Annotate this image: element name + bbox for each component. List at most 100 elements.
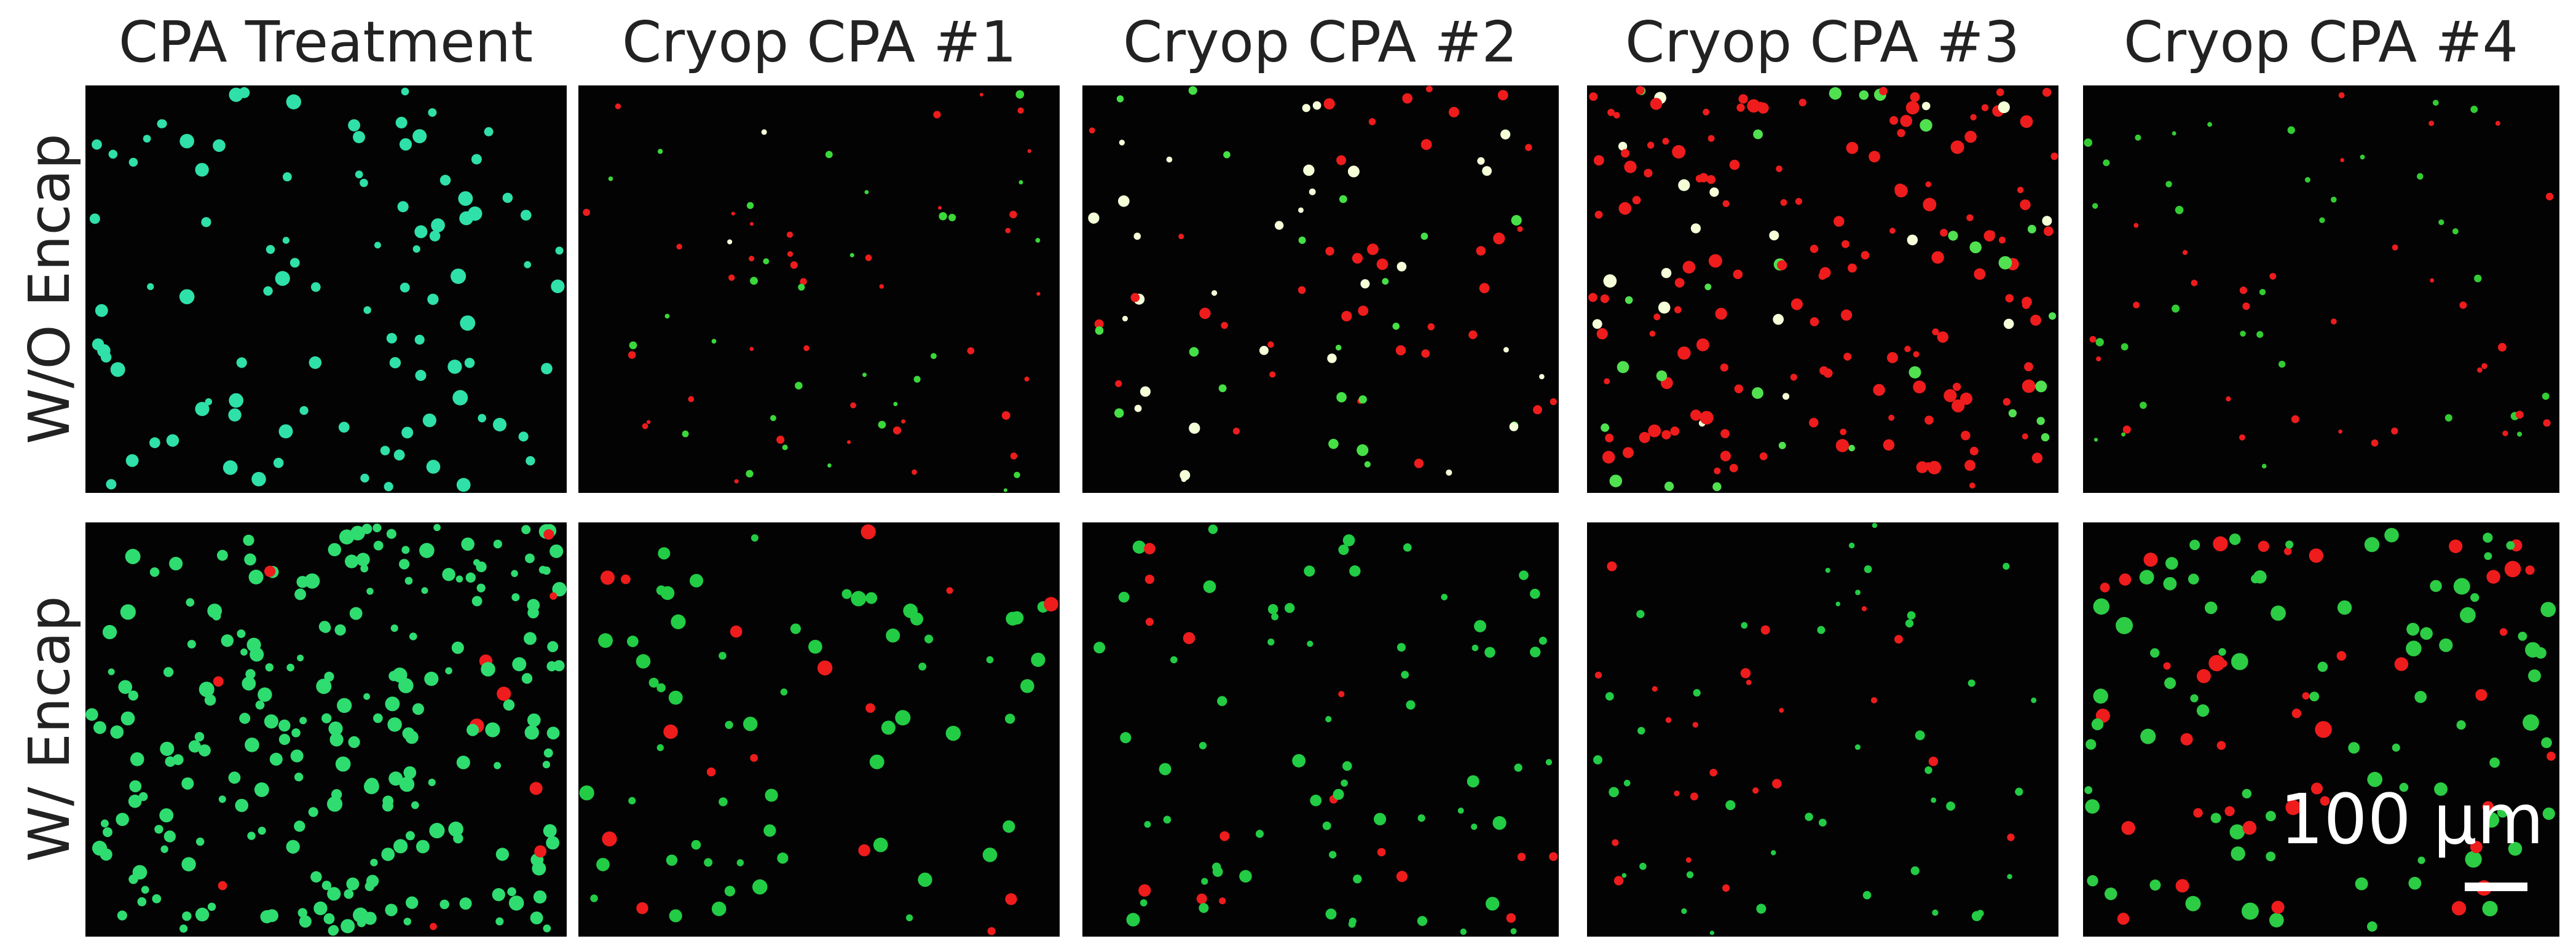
cell <box>1338 545 1349 556</box>
cell <box>1924 766 1932 774</box>
cell <box>2121 820 2135 835</box>
cell <box>405 896 419 909</box>
cell <box>1170 656 1178 664</box>
cell <box>2266 851 2276 862</box>
cell <box>316 679 332 694</box>
cell <box>2191 280 2198 286</box>
cell <box>761 129 767 135</box>
cell <box>736 859 744 867</box>
cell <box>294 820 305 832</box>
cell <box>2525 642 2541 658</box>
cell <box>1722 200 1730 207</box>
cell <box>163 830 176 843</box>
cell <box>543 529 554 540</box>
cell <box>1636 610 1645 618</box>
scale-bar <box>2465 883 2527 891</box>
cell <box>669 909 682 922</box>
cell <box>746 202 754 210</box>
cell <box>1517 226 1523 232</box>
cell <box>258 827 266 835</box>
cell <box>1333 789 1344 800</box>
cell <box>495 917 504 926</box>
cell <box>360 178 368 187</box>
cell <box>181 777 194 790</box>
cell <box>2449 539 2463 553</box>
cell <box>1357 444 1369 457</box>
cell <box>320 622 331 633</box>
cell <box>1652 686 1658 692</box>
cell <box>2150 648 2160 658</box>
cell <box>2506 541 2515 550</box>
cell <box>459 897 472 910</box>
cell <box>242 676 256 691</box>
cell <box>2165 181 2172 187</box>
cell <box>2394 657 2409 671</box>
cell <box>861 524 876 540</box>
cell <box>2541 737 2552 749</box>
cell <box>429 822 445 839</box>
cell <box>2204 601 2218 615</box>
cell <box>1325 246 1334 256</box>
cell <box>1093 642 1106 654</box>
cell <box>399 776 415 792</box>
cell <box>2036 417 2045 425</box>
cell <box>1846 141 1859 154</box>
cell <box>1889 116 1899 125</box>
cell <box>2104 887 2117 900</box>
cell <box>2518 631 2527 641</box>
cell <box>1201 878 1208 885</box>
cell <box>1017 107 1024 114</box>
cell <box>286 94 301 109</box>
cell <box>1625 296 1633 304</box>
cell <box>1818 819 1827 827</box>
cell <box>1352 253 1363 264</box>
cell <box>1715 307 1727 320</box>
cell <box>1221 321 1228 329</box>
cell <box>395 117 408 129</box>
cell <box>2085 799 2100 814</box>
cell <box>660 586 675 600</box>
cell <box>1913 380 1926 394</box>
cell <box>524 725 539 740</box>
cell <box>2543 419 2551 427</box>
cell <box>294 588 306 600</box>
cell <box>1613 876 1624 886</box>
cell <box>627 635 639 648</box>
cell <box>1621 873 1627 878</box>
cell <box>2030 315 2041 326</box>
cell <box>128 157 138 167</box>
cell <box>1665 717 1672 723</box>
cell <box>160 845 168 853</box>
cell <box>1647 141 1655 149</box>
cell <box>327 887 341 901</box>
cell <box>1712 482 1722 492</box>
cell <box>1477 157 1485 165</box>
cell <box>847 440 851 444</box>
cell <box>873 837 888 852</box>
cell <box>1396 261 1407 272</box>
cell <box>2208 655 2225 672</box>
cell <box>1648 424 1661 438</box>
cell <box>181 857 196 871</box>
cell <box>1594 210 1603 219</box>
cell <box>1759 452 1768 460</box>
cell <box>381 848 395 862</box>
cell <box>382 795 394 807</box>
micrograph <box>85 85 567 493</box>
cell <box>1485 897 1500 911</box>
cell <box>1271 613 1278 621</box>
cell <box>244 553 256 566</box>
cell <box>1913 351 1920 358</box>
cell <box>1819 267 1831 278</box>
micrograph <box>1587 522 2058 937</box>
cell <box>485 722 500 738</box>
cell <box>1696 338 1709 352</box>
cell <box>223 460 238 475</box>
cell <box>239 712 251 724</box>
cell <box>529 782 543 795</box>
cell <box>338 422 350 433</box>
cell <box>1969 446 1979 455</box>
cell <box>1549 852 1558 861</box>
cell <box>478 414 487 423</box>
